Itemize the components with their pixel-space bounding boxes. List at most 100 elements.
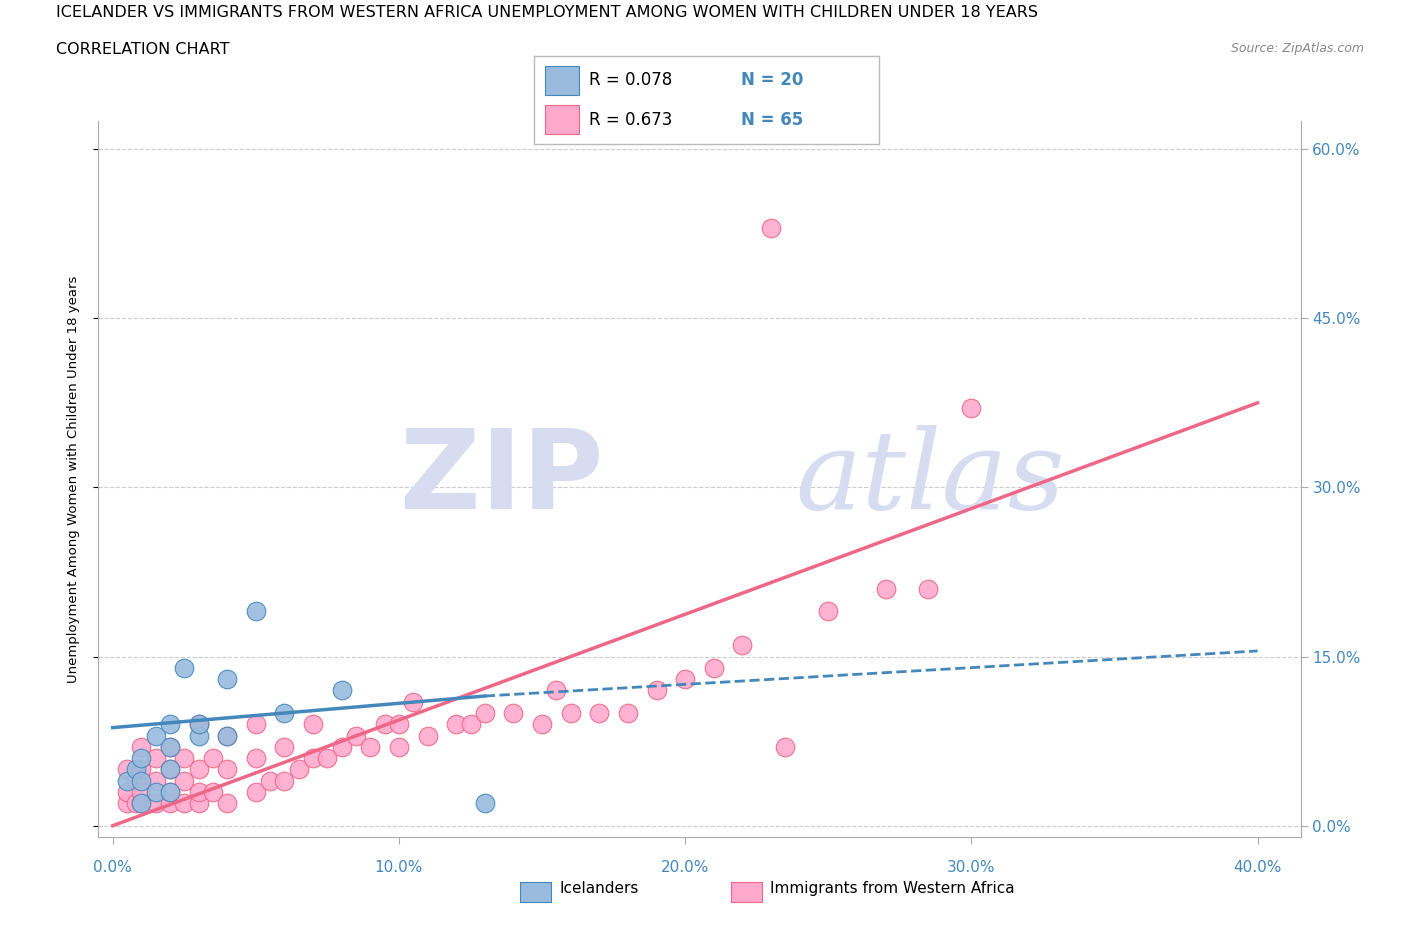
Point bbox=[560, 706, 582, 721]
Point bbox=[287, 762, 309, 777]
Point bbox=[217, 728, 239, 743]
Bar bbox=[544, 65, 579, 95]
Point bbox=[173, 796, 195, 811]
Point bbox=[245, 784, 267, 799]
Point bbox=[245, 717, 267, 732]
Point bbox=[145, 728, 167, 743]
Point bbox=[145, 773, 167, 788]
Bar bbox=[544, 105, 579, 135]
Point bbox=[402, 694, 425, 709]
Point bbox=[159, 796, 181, 811]
Point bbox=[817, 604, 839, 618]
Point bbox=[960, 401, 983, 416]
Point bbox=[159, 762, 181, 777]
Point bbox=[617, 706, 640, 721]
Text: CORRELATION CHART: CORRELATION CHART bbox=[56, 42, 229, 57]
Point bbox=[187, 717, 209, 732]
Point bbox=[344, 728, 367, 743]
Point bbox=[159, 739, 181, 754]
Point bbox=[273, 706, 295, 721]
Point bbox=[131, 796, 153, 811]
Point bbox=[245, 604, 267, 618]
Point bbox=[187, 796, 209, 811]
Point bbox=[187, 762, 209, 777]
Point bbox=[115, 784, 138, 799]
Point bbox=[731, 638, 754, 653]
Point bbox=[131, 796, 153, 811]
Point bbox=[145, 751, 167, 765]
Point bbox=[330, 739, 353, 754]
Point bbox=[259, 773, 281, 788]
Point bbox=[416, 728, 439, 743]
Point bbox=[131, 773, 153, 788]
Point bbox=[875, 581, 897, 596]
Point bbox=[374, 717, 396, 732]
Point bbox=[173, 773, 195, 788]
Point bbox=[187, 717, 209, 732]
Point bbox=[388, 717, 411, 732]
Text: ICELANDER VS IMMIGRANTS FROM WESTERN AFRICA UNEMPLOYMENT AMONG WOMEN WITH CHILDR: ICELANDER VS IMMIGRANTS FROM WESTERN AFR… bbox=[56, 5, 1038, 20]
Point bbox=[330, 683, 353, 698]
Point bbox=[273, 773, 295, 788]
Point bbox=[115, 773, 138, 788]
Point bbox=[131, 739, 153, 754]
Text: 20.0%: 20.0% bbox=[661, 860, 710, 875]
Point bbox=[159, 762, 181, 777]
Point bbox=[124, 762, 146, 777]
Point bbox=[302, 717, 325, 732]
Point bbox=[217, 728, 239, 743]
Point bbox=[217, 762, 239, 777]
Point bbox=[673, 671, 696, 686]
Text: N = 65: N = 65 bbox=[741, 111, 803, 129]
Text: Immigrants from Western Africa: Immigrants from Western Africa bbox=[770, 881, 1015, 896]
Text: 40.0%: 40.0% bbox=[1233, 860, 1282, 875]
Point bbox=[201, 751, 224, 765]
Point bbox=[187, 728, 209, 743]
Point bbox=[159, 717, 181, 732]
Point bbox=[474, 706, 496, 721]
Point bbox=[245, 751, 267, 765]
Text: N = 20: N = 20 bbox=[741, 71, 803, 89]
Point bbox=[474, 796, 496, 811]
Point bbox=[217, 671, 239, 686]
Point bbox=[775, 739, 797, 754]
Point bbox=[302, 751, 325, 765]
Point bbox=[217, 796, 239, 811]
Point bbox=[917, 581, 939, 596]
Point bbox=[124, 773, 146, 788]
Point bbox=[460, 717, 482, 732]
Text: ZIP: ZIP bbox=[399, 425, 603, 533]
Text: atlas: atlas bbox=[796, 425, 1066, 533]
Point bbox=[159, 739, 181, 754]
Text: Icelanders: Icelanders bbox=[560, 881, 638, 896]
Point bbox=[115, 796, 138, 811]
Point bbox=[201, 784, 224, 799]
Point bbox=[131, 784, 153, 799]
Point bbox=[115, 762, 138, 777]
Point bbox=[131, 762, 153, 777]
Point bbox=[531, 717, 554, 732]
Point bbox=[502, 706, 524, 721]
Point bbox=[588, 706, 610, 721]
Point bbox=[546, 683, 568, 698]
Point bbox=[187, 784, 209, 799]
Text: 30.0%: 30.0% bbox=[948, 860, 995, 875]
Text: R = 0.673: R = 0.673 bbox=[589, 111, 672, 129]
Point bbox=[273, 739, 295, 754]
Text: 10.0%: 10.0% bbox=[375, 860, 423, 875]
Text: Source: ZipAtlas.com: Source: ZipAtlas.com bbox=[1230, 42, 1364, 55]
Text: 0.0%: 0.0% bbox=[93, 860, 132, 875]
Point bbox=[145, 784, 167, 799]
Point bbox=[131, 751, 153, 765]
Point bbox=[159, 784, 181, 799]
Text: R = 0.078: R = 0.078 bbox=[589, 71, 672, 89]
Point bbox=[703, 660, 725, 675]
Point bbox=[645, 683, 668, 698]
Point bbox=[159, 784, 181, 799]
Y-axis label: Unemployment Among Women with Children Under 18 years: Unemployment Among Women with Children U… bbox=[67, 275, 80, 683]
Point bbox=[759, 220, 782, 235]
Point bbox=[173, 660, 195, 675]
Point bbox=[316, 751, 339, 765]
Point bbox=[173, 751, 195, 765]
Point bbox=[444, 717, 467, 732]
